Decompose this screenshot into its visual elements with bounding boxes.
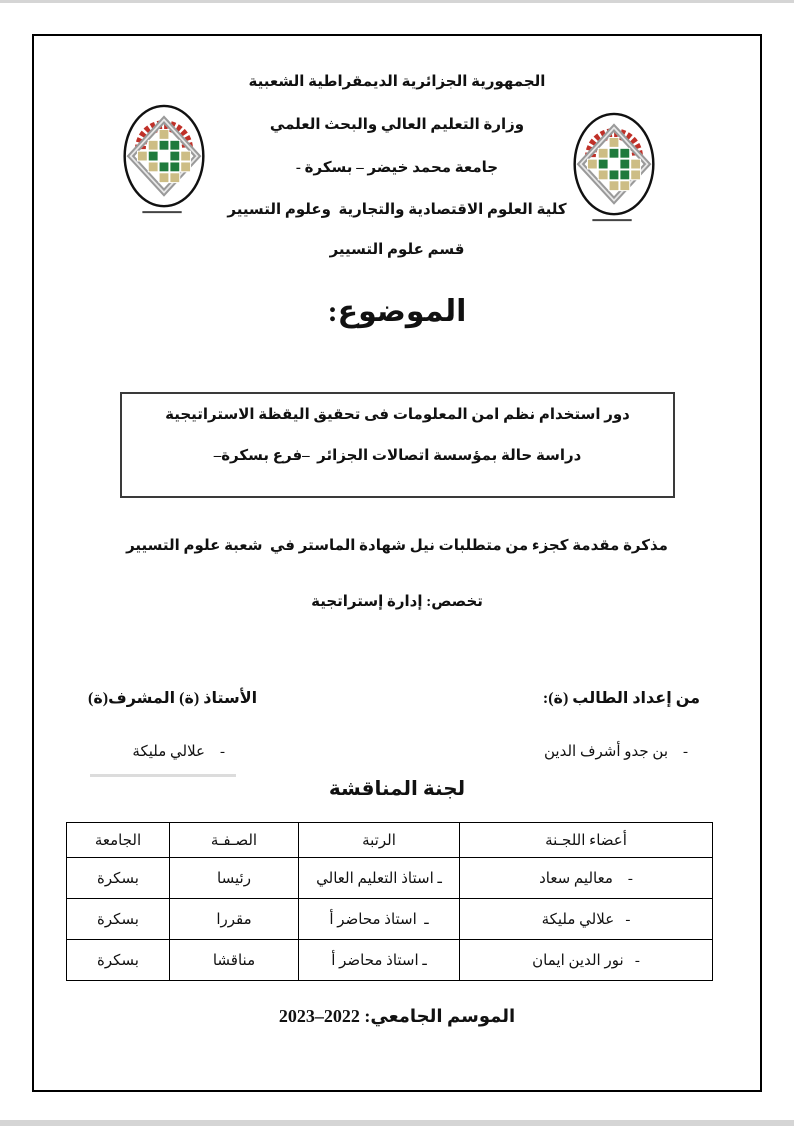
specialization-line: تخصص: إدارة إستراتجية [311, 594, 483, 610]
header-role: الصـفـة [169, 822, 299, 858]
header-department-line: قسم علوم التسيير [329, 242, 465, 258]
subject-heading: الموضوع: [327, 295, 467, 328]
page-border-frame [32, 34, 762, 1092]
header-members: أعضاء اللجـنة [459, 822, 713, 858]
supervisor-label: الأستاذ (ة) المشرف(ة) [88, 690, 258, 707]
header-republic-line: الجمهورية الجزائرية الديمقراطية الشعبية [248, 74, 546, 90]
cell-role: مقررا [169, 898, 299, 940]
committee-title: لجنة المناقشة [328, 778, 466, 800]
table-row: - نور الدين ايمان ـ استاذ محاضر أ مناقشا… [66, 939, 713, 981]
thesis-title-box: دور استخدام نظم امن المعلومات فى تحقيق ا… [120, 392, 675, 498]
cell-rank: ـ استاذ محاضر أ [298, 939, 460, 981]
committee-table: أعضاء اللجـنة الرتبة الصـفـة الجامعة - م… [66, 822, 713, 981]
university-logo-icon [116, 102, 212, 218]
header-university: الجامعة [66, 822, 170, 858]
thesis-note: مذكرة مقدمة كجزء من متطلبات نيل شهادة ال… [126, 538, 668, 554]
cell-university: بسكرة [66, 939, 170, 981]
cell-rank: ـ استاذ محاضر أ [298, 898, 460, 940]
table-row: - علالي مليكة ـ استاذ محاضر أ مقررا بسكر… [66, 898, 713, 940]
table-header-row: أعضاء اللجـنة الرتبة الصـفـة الجامعة [66, 822, 713, 858]
cell-member: - علالي مليكة [459, 898, 713, 940]
cell-member: - نور الدين ايمان [459, 939, 713, 981]
thesis-title-line1: دور استخدام نظم امن المعلومات فى تحقيق ا… [165, 407, 630, 423]
header-ministry-line: وزارة التعليم العالي والبحث العلمي [269, 117, 525, 133]
cell-university: بسكرة [66, 857, 170, 899]
header-faculty-line: كلية العلوم الاقتصادية والتجارية وعلوم ا… [227, 202, 567, 218]
header-university-line: جامعة محمد خيضر – بسكرة - [295, 160, 499, 176]
student-name: - بن جدو أشرف الدين [544, 744, 688, 760]
header-rank: الرتبة [298, 822, 460, 858]
academic-year: الموسم الجامعي: 2022–2023 [278, 1006, 516, 1026]
cell-role: رئيسا [169, 857, 299, 899]
cell-university: بسكرة [66, 898, 170, 940]
university-logo-icon [566, 110, 662, 226]
cell-rank: ـ استاذ التعليم العالي [298, 857, 460, 899]
prepared-by-label: من إعداد الطالب (ة): [542, 690, 700, 707]
cell-role: مناقشا [169, 939, 299, 981]
thesis-title-line2: دراسة حالة بمؤسسة اتصالات الجزائر –فرع ب… [213, 448, 582, 464]
supervisor-name: - علالي مليكة [132, 744, 225, 760]
cell-member: - معاليم سعاد [459, 857, 713, 899]
page-edge-top [0, 0, 794, 3]
table-row: - معاليم سعاد ـ استاذ التعليم العالي رئي… [66, 857, 713, 899]
page-edge-bottom [0, 1120, 794, 1126]
supervisor-underline [90, 774, 236, 777]
